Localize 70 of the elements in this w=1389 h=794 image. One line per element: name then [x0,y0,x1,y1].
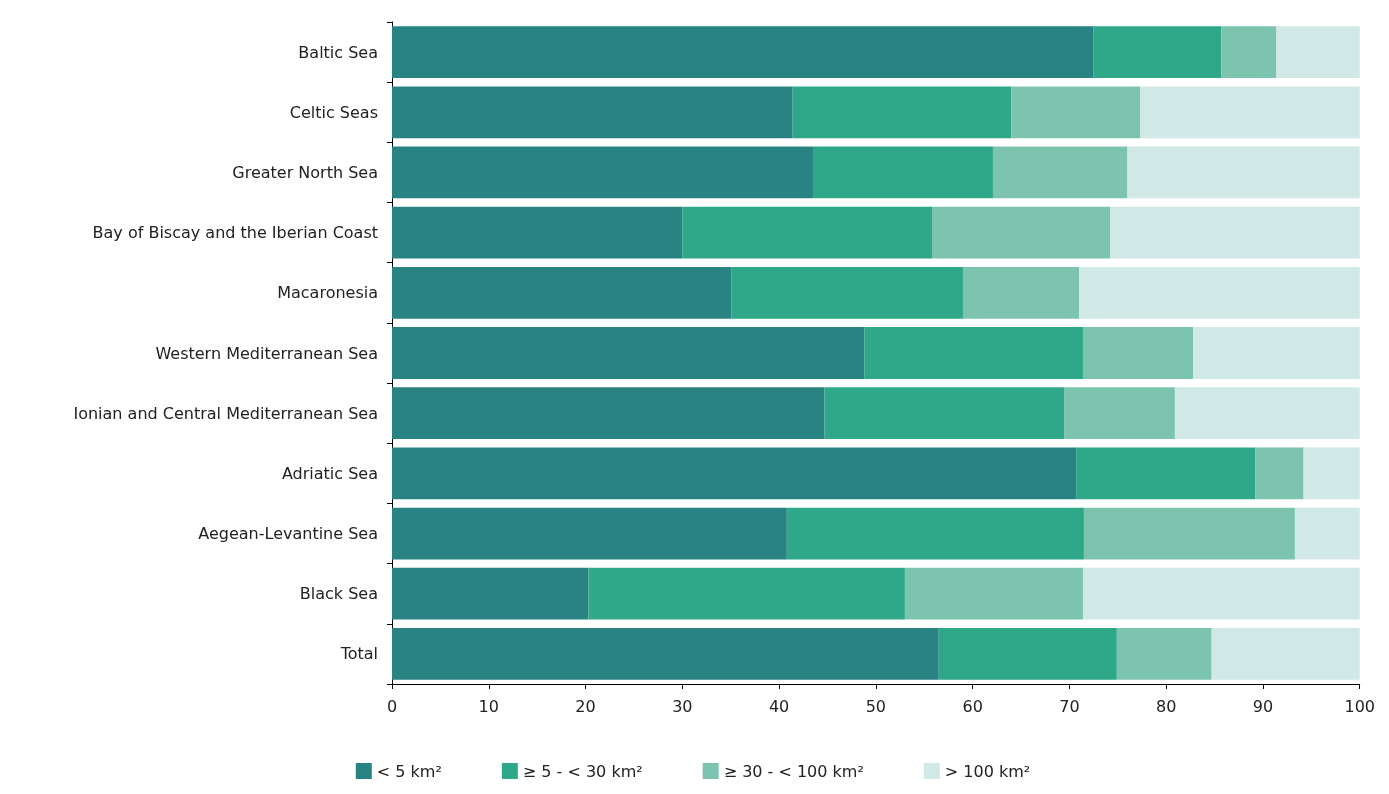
x-tick-label: 90 [1252,696,1274,716]
bar [1076,447,1256,500]
y-tick-label: Aegean-Levantine Sea [198,524,378,544]
bar [392,146,813,199]
bar [392,447,1077,500]
bar [682,206,932,259]
x-tick-label: 70 [1059,696,1080,716]
bar [392,327,865,379]
bar [1294,507,1360,560]
bar [824,387,1065,440]
legend-label: < 5 km² [376,761,442,781]
y-tick-label: Baltic Sea [298,42,378,62]
bar [792,86,1012,139]
bar [864,327,1083,379]
bar [1093,26,1222,78]
bar [931,206,1111,259]
bar [392,507,787,560]
x-tick-label: 0 [386,696,398,716]
bar [392,26,1094,78]
bar [1110,206,1360,259]
x-tick-label: 60 [962,696,983,716]
bar [1221,26,1277,78]
bar [1116,628,1212,680]
bar [1082,567,1360,620]
y-tick-label: Ionian and Central Mediterranean Sea [73,403,378,423]
bar [1303,447,1360,500]
bar [812,146,993,199]
bar [1276,26,1360,78]
bar [1140,86,1360,139]
bar [1174,387,1360,440]
bar [1011,86,1141,139]
y-tick-label: Western Mediterranean Sea [155,343,378,363]
bar [938,628,1117,680]
bar [392,206,683,259]
y-tick-label: Adriatic Sea [281,463,378,483]
y-tick-label: Bay of Biscay and the Iberian Coast [92,223,378,243]
y-tick-label: Celtic Seas [289,102,378,122]
x-tick-label: 50 [865,696,887,716]
bar [392,86,793,139]
x-tick-label: 40 [768,696,790,716]
bar [392,628,939,680]
bar [1079,266,1360,319]
bar [992,146,1128,199]
legend-label: > 100 km² [944,761,1031,781]
y-tick-label: Greater North Sea [232,162,378,182]
bar [1193,327,1360,379]
y-tick-label: Macaronesia [277,283,378,303]
bar [392,567,589,620]
legend-label: ≥ 30 - < 100 km² [723,761,864,781]
bar [1082,327,1194,379]
bar [1211,628,1360,680]
x-tick-label: 80 [1156,696,1177,716]
bar [962,266,1080,319]
bar [1083,507,1295,560]
x-tick-label: 100 [1344,696,1375,716]
bar [731,266,963,319]
bar [786,507,1084,560]
bar [904,567,1083,620]
y-tick-label: Black Sea [299,584,378,604]
x-tick-label: 20 [575,696,596,716]
x-tick-label: 10 [478,696,499,716]
bar [588,567,905,620]
bar [1064,387,1175,440]
x-tick-label: 30 [672,696,693,716]
bar [1255,447,1304,500]
y-tick-label: Total [339,644,378,664]
bar [392,387,825,440]
bar [392,266,732,319]
legend-label: ≥ 5 - < 30 km² [522,761,643,781]
bar [1127,146,1360,199]
